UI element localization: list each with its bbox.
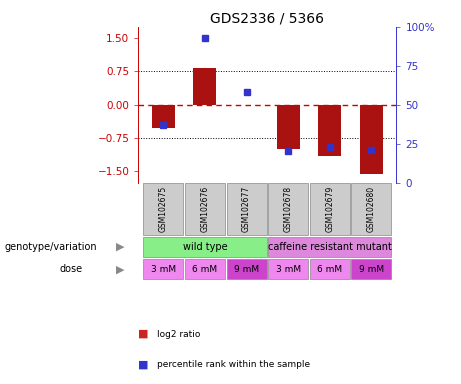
- Bar: [319, 105, 341, 156]
- Bar: [310, 259, 350, 280]
- Bar: [185, 183, 225, 235]
- Text: ▶: ▶: [116, 242, 124, 252]
- Title: GDS2336 / 5366: GDS2336 / 5366: [210, 12, 325, 26]
- Text: 3 mM: 3 mM: [276, 265, 301, 274]
- Text: GSM102679: GSM102679: [325, 186, 334, 232]
- Text: wild type: wild type: [183, 242, 227, 252]
- Text: 9 mM: 9 mM: [359, 265, 384, 274]
- Bar: [143, 183, 183, 235]
- Text: GSM102680: GSM102680: [367, 186, 376, 232]
- Bar: [152, 105, 175, 128]
- Bar: [351, 183, 391, 235]
- Bar: [310, 183, 350, 235]
- Text: log2 ratio: log2 ratio: [157, 329, 200, 339]
- Text: GSM102676: GSM102676: [201, 186, 209, 232]
- Bar: [268, 183, 308, 235]
- Text: GSM102677: GSM102677: [242, 186, 251, 232]
- Text: dose: dose: [60, 264, 83, 274]
- Bar: [268, 237, 391, 257]
- Bar: [351, 259, 391, 280]
- Text: 3 mM: 3 mM: [151, 265, 176, 274]
- Bar: [268, 259, 308, 280]
- Bar: [194, 68, 216, 105]
- Bar: [226, 259, 266, 280]
- Text: percentile rank within the sample: percentile rank within the sample: [157, 360, 310, 369]
- Text: ▶: ▶: [116, 264, 124, 274]
- Text: ■: ■: [138, 329, 149, 339]
- Text: 6 mM: 6 mM: [192, 265, 218, 274]
- Text: GSM102675: GSM102675: [159, 186, 168, 232]
- Bar: [277, 105, 300, 149]
- Bar: [226, 183, 266, 235]
- Text: genotype/variation: genotype/variation: [5, 242, 97, 252]
- Bar: [143, 237, 266, 257]
- Text: ■: ■: [138, 360, 149, 370]
- Text: 6 mM: 6 mM: [317, 265, 343, 274]
- Text: caffeine resistant mutant: caffeine resistant mutant: [268, 242, 392, 252]
- Bar: [360, 105, 383, 174]
- Bar: [185, 259, 225, 280]
- Text: 9 mM: 9 mM: [234, 265, 259, 274]
- Text: GSM102678: GSM102678: [284, 186, 293, 232]
- Bar: [143, 259, 183, 280]
